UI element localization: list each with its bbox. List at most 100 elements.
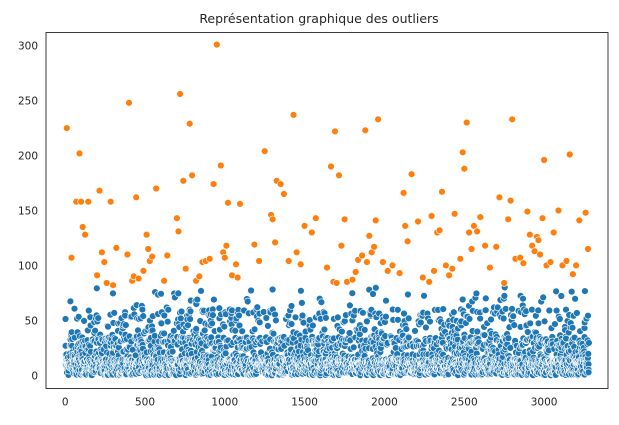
outlier-point — [481, 242, 489, 250]
inlier-point — [110, 309, 118, 317]
outlier-point — [540, 156, 548, 164]
inlier-point — [220, 322, 229, 331]
inlier-point — [450, 308, 458, 316]
inlier-point — [168, 347, 177, 356]
outlier-point — [399, 189, 408, 197]
inlier-point — [287, 302, 296, 310]
inlier-point — [334, 313, 342, 322]
inlier-point — [571, 295, 579, 303]
outlier-point — [77, 198, 85, 206]
outlier-point — [448, 265, 456, 273]
outlier-point — [174, 227, 183, 236]
inlier-point — [157, 319, 166, 328]
inlier-point — [341, 317, 349, 325]
outlier-point — [460, 165, 468, 173]
inlier-point — [93, 284, 101, 292]
inlier-point — [264, 322, 272, 330]
inlier-point — [581, 287, 589, 295]
inlier-point — [297, 287, 305, 295]
outlier-point — [182, 265, 190, 273]
inlier-point — [346, 301, 354, 310]
outlier-point — [504, 215, 512, 224]
outlier-point — [123, 250, 132, 259]
outlier-point — [109, 281, 117, 289]
outlier-point — [285, 257, 293, 265]
outlier-point — [308, 228, 316, 237]
inlier-point — [420, 292, 428, 300]
inlier-point — [74, 313, 83, 321]
x-axis: 0 500 1000 1500 2000 2500 3000 — [62, 397, 558, 409]
outlier-point — [492, 243, 500, 251]
x-tick-label: 1500 — [291, 397, 318, 409]
inlier-point — [210, 295, 218, 304]
inlier-points — [61, 283, 593, 379]
inlier-point — [510, 321, 518, 329]
outlier-point — [403, 237, 412, 246]
outlier-point — [332, 279, 341, 287]
outlier-point — [476, 213, 484, 221]
outlier-point — [236, 200, 244, 208]
outlier-point — [221, 254, 229, 262]
outlier-point — [584, 245, 592, 253]
outlier-point — [139, 267, 148, 275]
outlier-point — [572, 261, 580, 270]
inlier-point — [439, 305, 447, 313]
outlier-point — [233, 273, 242, 282]
x-tick-label: 3000 — [531, 397, 558, 409]
inlier-point — [480, 331, 489, 339]
outlier-point — [508, 115, 516, 124]
inlier-point — [209, 311, 217, 319]
inlier-point — [556, 315, 564, 323]
inlier-point — [299, 319, 308, 327]
outlier-point — [372, 216, 380, 225]
outlier-point — [506, 196, 515, 205]
outlier-point — [374, 115, 382, 124]
y-tick-label: 250 — [18, 96, 38, 108]
outlier-point — [365, 232, 373, 240]
inlier-point — [411, 327, 419, 335]
outlier-point — [206, 255, 214, 263]
outlier-point — [565, 150, 574, 159]
inlier-point — [268, 285, 277, 294]
outlier-point — [67, 254, 76, 262]
outlier-point — [232, 260, 240, 268]
outlier-point — [430, 267, 438, 275]
inlier-point — [272, 316, 280, 325]
inlier-point — [459, 295, 467, 304]
outlier-point — [456, 255, 464, 263]
y-tick-label: 150 — [18, 206, 38, 218]
inlier-point — [164, 318, 172, 326]
inlier-point — [482, 306, 490, 314]
inlier-point — [509, 312, 517, 320]
y-tick-label: 50 — [25, 315, 38, 327]
outlier-point — [269, 215, 277, 224]
inlier-point — [402, 325, 410, 333]
inlier-point — [539, 293, 547, 302]
inlier-point — [61, 315, 70, 323]
inlier-point — [269, 330, 278, 338]
outlier-point — [526, 231, 534, 239]
y-tick-label: 0 — [31, 370, 38, 382]
inlier-point — [372, 284, 380, 292]
outlier-points — [63, 40, 592, 289]
outlier-point — [63, 124, 71, 132]
inlier-point — [160, 329, 168, 338]
inlier-point — [405, 333, 413, 342]
inlier-point — [487, 315, 495, 324]
inlier-point — [405, 314, 413, 323]
inlier-point — [338, 327, 346, 336]
inlier-point — [122, 321, 130, 329]
outlier-point — [442, 261, 450, 270]
outlier-point — [534, 236, 543, 244]
outlier-point — [280, 190, 288, 198]
outlier-point — [538, 214, 547, 222]
inlier-point — [508, 305, 516, 313]
outlier-point — [569, 270, 577, 278]
inlier-point — [585, 339, 593, 347]
inlier-point — [369, 290, 377, 298]
inlier-point — [193, 295, 202, 304]
inlier-point — [573, 309, 581, 317]
outlier-point — [435, 226, 444, 235]
